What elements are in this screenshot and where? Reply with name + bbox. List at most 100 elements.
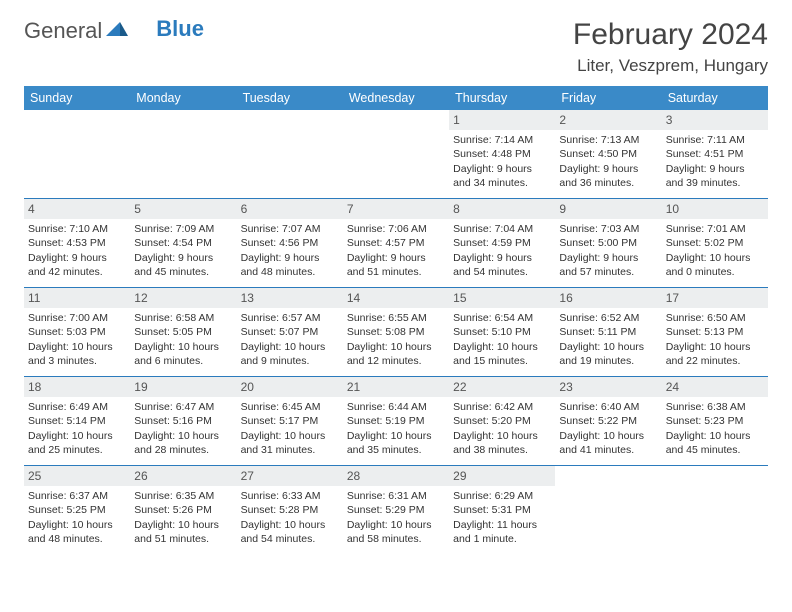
calendar-cell bbox=[24, 110, 130, 198]
date-number: 16 bbox=[555, 288, 661, 308]
day-header: Tuesday bbox=[237, 86, 343, 110]
daylight1-text: Daylight: 11 hours bbox=[453, 518, 551, 532]
sunset-text: Sunset: 5:10 PM bbox=[453, 325, 551, 339]
sunrise-text: Sunrise: 7:09 AM bbox=[134, 222, 232, 236]
calendar: SundayMondayTuesdayWednesdayThursdayFrid… bbox=[24, 86, 768, 554]
sunrise-text: Sunrise: 6:33 AM bbox=[241, 489, 339, 503]
calendar-cell bbox=[130, 110, 236, 198]
calendar-cell: 22Sunrise: 6:42 AMSunset: 5:20 PMDayligh… bbox=[449, 377, 555, 465]
sunset-text: Sunset: 5:00 PM bbox=[559, 236, 657, 250]
daylight2-text: and 0 minutes. bbox=[666, 265, 764, 279]
daylight1-text: Daylight: 10 hours bbox=[666, 429, 764, 443]
daylight2-text: and 48 minutes. bbox=[241, 265, 339, 279]
sunrise-text: Sunrise: 7:06 AM bbox=[347, 222, 445, 236]
calendar-cell: 17Sunrise: 6:50 AMSunset: 5:13 PMDayligh… bbox=[662, 288, 768, 376]
calendar-cell: 18Sunrise: 6:49 AMSunset: 5:14 PMDayligh… bbox=[24, 377, 130, 465]
title-block: February 2024 Liter, Veszprem, Hungary bbox=[573, 18, 768, 76]
sunset-text: Sunset: 4:48 PM bbox=[453, 147, 551, 161]
calendar-cell: 23Sunrise: 6:40 AMSunset: 5:22 PMDayligh… bbox=[555, 377, 661, 465]
date-number: 18 bbox=[24, 377, 130, 397]
date-number: 10 bbox=[662, 199, 768, 219]
calendar-cell: 19Sunrise: 6:47 AMSunset: 5:16 PMDayligh… bbox=[130, 377, 236, 465]
calendar-cell: 29Sunrise: 6:29 AMSunset: 5:31 PMDayligh… bbox=[449, 466, 555, 554]
daylight1-text: Daylight: 10 hours bbox=[134, 429, 232, 443]
calendar-cell: 4Sunrise: 7:10 AMSunset: 4:53 PMDaylight… bbox=[24, 199, 130, 287]
date-number: 19 bbox=[130, 377, 236, 397]
daylight1-text: Daylight: 9 hours bbox=[453, 251, 551, 265]
day-header: Saturday bbox=[662, 86, 768, 110]
sunset-text: Sunset: 5:29 PM bbox=[347, 503, 445, 517]
daylight2-text: and 35 minutes. bbox=[347, 443, 445, 457]
daylight1-text: Daylight: 10 hours bbox=[347, 340, 445, 354]
daylight1-text: Daylight: 10 hours bbox=[28, 340, 126, 354]
sunset-text: Sunset: 5:28 PM bbox=[241, 503, 339, 517]
sunset-text: Sunset: 5:17 PM bbox=[241, 414, 339, 428]
logo: General Blue bbox=[24, 18, 204, 44]
date-number: 26 bbox=[130, 466, 236, 486]
daylight1-text: Daylight: 10 hours bbox=[134, 340, 232, 354]
date-number: 13 bbox=[237, 288, 343, 308]
sunset-text: Sunset: 5:07 PM bbox=[241, 325, 339, 339]
daylight1-text: Daylight: 10 hours bbox=[453, 340, 551, 354]
calendar-cell: 8Sunrise: 7:04 AMSunset: 4:59 PMDaylight… bbox=[449, 199, 555, 287]
sunrise-text: Sunrise: 7:13 AM bbox=[559, 133, 657, 147]
daylight2-text: and 25 minutes. bbox=[28, 443, 126, 457]
logo-triangle-icon bbox=[106, 18, 128, 44]
daylight2-text: and 19 minutes. bbox=[559, 354, 657, 368]
sunset-text: Sunset: 5:11 PM bbox=[559, 325, 657, 339]
calendar-cell bbox=[555, 466, 661, 554]
sunset-text: Sunset: 5:05 PM bbox=[134, 325, 232, 339]
date-number: 22 bbox=[449, 377, 555, 397]
sunrise-text: Sunrise: 6:31 AM bbox=[347, 489, 445, 503]
sunrise-text: Sunrise: 6:40 AM bbox=[559, 400, 657, 414]
date-number: 6 bbox=[237, 199, 343, 219]
calendar-cell: 10Sunrise: 7:01 AMSunset: 5:02 PMDayligh… bbox=[662, 199, 768, 287]
calendar-cell: 1 Sunrise: 7:14 AMSunset: 4:48 PMDaylight… bbox=[449, 110, 555, 198]
sunrise-text: Sunrise: 7:14 AM bbox=[453, 133, 551, 147]
sunrise-text: Sunrise: 6:29 AM bbox=[453, 489, 551, 503]
daylight1-text: Daylight: 9 hours bbox=[666, 162, 764, 176]
daylight2-text: and 45 minutes. bbox=[134, 265, 232, 279]
logo-text-general: General bbox=[24, 18, 102, 44]
daylight2-text: and 36 minutes. bbox=[559, 176, 657, 190]
sunrise-text: Sunrise: 6:44 AM bbox=[347, 400, 445, 414]
logo-text-blue: Blue bbox=[156, 16, 204, 42]
sunrise-text: Sunrise: 6:52 AM bbox=[559, 311, 657, 325]
sunset-text: Sunset: 5:13 PM bbox=[666, 325, 764, 339]
calendar-week: 18Sunrise: 6:49 AMSunset: 5:14 PMDayligh… bbox=[24, 377, 768, 466]
date-number: 2 bbox=[555, 110, 661, 130]
date-number: 7 bbox=[343, 199, 449, 219]
daylight1-text: Daylight: 10 hours bbox=[559, 340, 657, 354]
date-number: 1 bbox=[449, 110, 555, 130]
sunset-text: Sunset: 5:02 PM bbox=[666, 236, 764, 250]
date-number: 21 bbox=[343, 377, 449, 397]
daylight1-text: Daylight: 10 hours bbox=[241, 429, 339, 443]
calendar-week: 11Sunrise: 7:00 AMSunset: 5:03 PMDayligh… bbox=[24, 288, 768, 377]
sunset-text: Sunset: 5:26 PM bbox=[134, 503, 232, 517]
daylight2-text: and 22 minutes. bbox=[666, 354, 764, 368]
calendar-cell: 15Sunrise: 6:54 AMSunset: 5:10 PMDayligh… bbox=[449, 288, 555, 376]
sunset-text: Sunset: 4:50 PM bbox=[559, 147, 657, 161]
sunrise-text: Sunrise: 6:57 AM bbox=[241, 311, 339, 325]
daylight1-text: Daylight: 9 hours bbox=[453, 162, 551, 176]
sunset-text: Sunset: 5:23 PM bbox=[666, 414, 764, 428]
date-number: 29 bbox=[449, 466, 555, 486]
calendar-cell bbox=[662, 466, 768, 554]
daylight1-text: Daylight: 10 hours bbox=[666, 340, 764, 354]
sunrise-text: Sunrise: 7:03 AM bbox=[559, 222, 657, 236]
sunrise-text: Sunrise: 6:38 AM bbox=[666, 400, 764, 414]
daylight2-text: and 54 minutes. bbox=[453, 265, 551, 279]
sunrise-text: Sunrise: 6:45 AM bbox=[241, 400, 339, 414]
daylight2-text: and 48 minutes. bbox=[28, 532, 126, 546]
daylight1-text: Daylight: 10 hours bbox=[453, 429, 551, 443]
date-number: 9 bbox=[555, 199, 661, 219]
daylight2-text: and 57 minutes. bbox=[559, 265, 657, 279]
date-number: 11 bbox=[24, 288, 130, 308]
date-number: 8 bbox=[449, 199, 555, 219]
daylight1-text: Daylight: 10 hours bbox=[28, 518, 126, 532]
daylight1-text: Daylight: 9 hours bbox=[241, 251, 339, 265]
daylight1-text: Daylight: 9 hours bbox=[28, 251, 126, 265]
sunrise-text: Sunrise: 6:49 AM bbox=[28, 400, 126, 414]
sunrise-text: Sunrise: 6:42 AM bbox=[453, 400, 551, 414]
daylight2-text: and 34 minutes. bbox=[453, 176, 551, 190]
